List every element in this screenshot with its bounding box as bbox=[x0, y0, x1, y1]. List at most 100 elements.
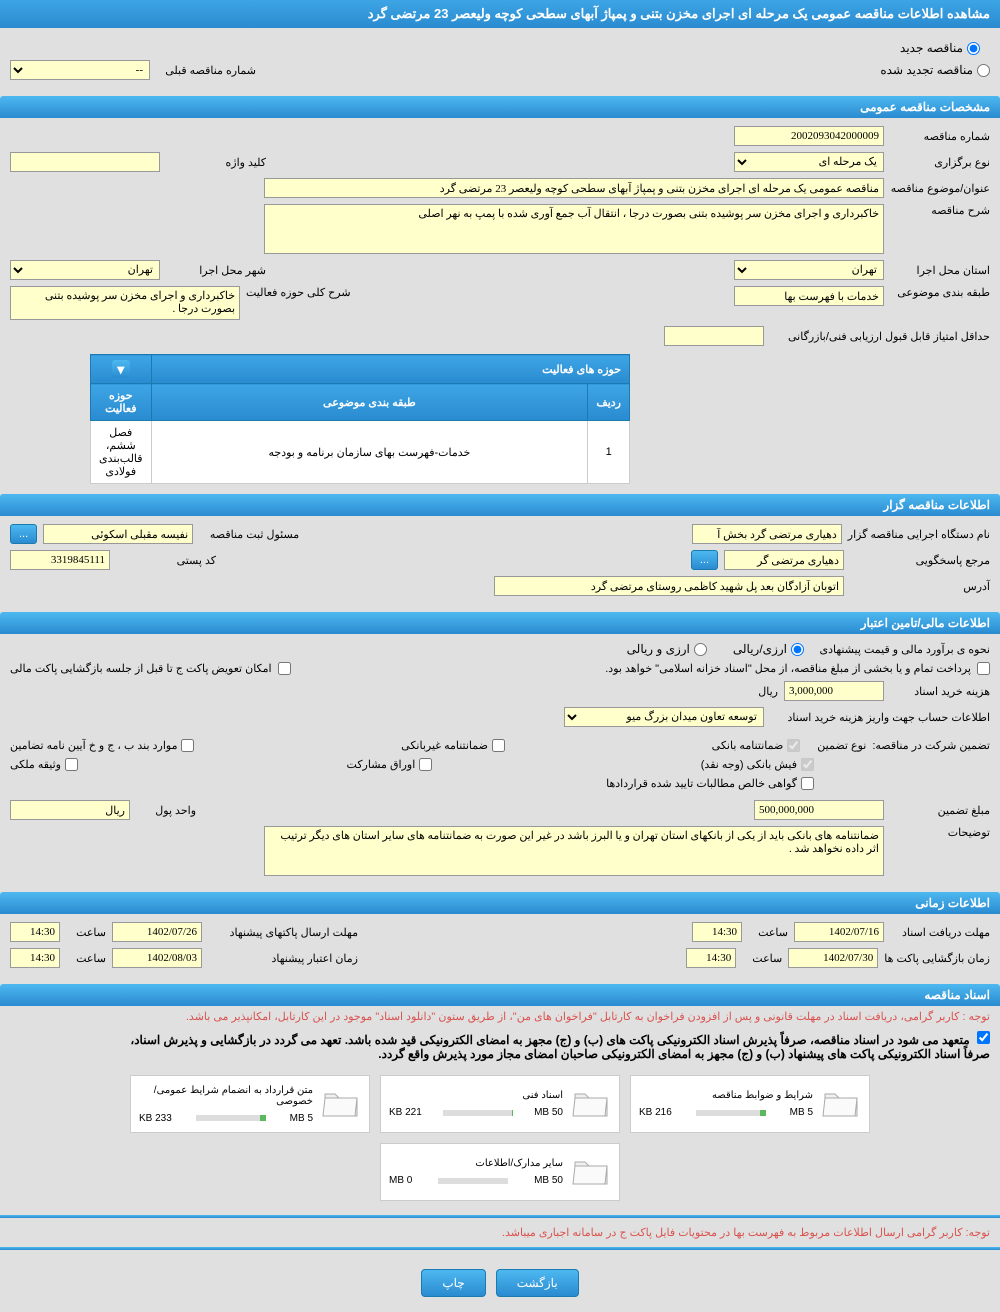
doc-cost-label: هزینه خرید اسناد bbox=[890, 685, 990, 698]
explanation-textarea[interactable] bbox=[264, 826, 884, 876]
doc-note-3: توجه: کاربر گرامی ارسال اطلاعات مربوط به… bbox=[10, 1226, 990, 1239]
folder-icon bbox=[821, 1084, 861, 1124]
opening-label: زمان بازگشایی پاکت ها bbox=[884, 952, 990, 965]
folder-icon bbox=[321, 1084, 361, 1124]
time-label-4: ساعت bbox=[66, 952, 106, 965]
doc-receipt-time[interactable] bbox=[692, 922, 742, 942]
doc-title: شرایط و ضوابط مناقصه bbox=[639, 1090, 813, 1101]
postal-input[interactable] bbox=[10, 550, 110, 570]
reg-resp-browse-button[interactable]: ... bbox=[10, 524, 37, 544]
doc-cost-input[interactable] bbox=[784, 681, 884, 701]
keyword-input[interactable] bbox=[10, 152, 160, 172]
col-activity: حوزه فعالیت bbox=[91, 384, 152, 421]
doc-box-2[interactable]: اسناد فنی 50 MB 221 KB bbox=[380, 1075, 620, 1133]
explanation-label: توضیحات bbox=[890, 826, 990, 839]
section-documents-header: اسناد مناقصه bbox=[0, 984, 1000, 1006]
postal-label: کد پستی bbox=[116, 554, 216, 567]
radio-currency[interactable] bbox=[694, 643, 707, 656]
category-input[interactable] bbox=[734, 286, 884, 306]
doc-note-2: متعهد می شود در اسناد مناقصه، صرفاً پذیر… bbox=[0, 1027, 1000, 1065]
province-label: استان محل اجرا bbox=[890, 264, 990, 277]
doc-box-4[interactable]: سایر مدارک/اطلاعات 50 MB 0 MB bbox=[380, 1143, 620, 1201]
section-timing-header: اطلاعات زمانی bbox=[0, 892, 1000, 914]
currency-input[interactable] bbox=[10, 800, 130, 820]
note2-line1: متعهد می شود در اسناد مناقصه، صرفاً پذیر… bbox=[130, 1033, 969, 1047]
divider bbox=[0, 1247, 1000, 1250]
address-input[interactable] bbox=[494, 576, 844, 596]
section-organizer-body: نام دستگاه اجرایی مناقصه گزار مسئول ثبت … bbox=[0, 516, 1000, 610]
holding-type-select[interactable]: یک مرحله ای bbox=[734, 152, 884, 172]
g7-checkbox[interactable] bbox=[801, 777, 814, 790]
city-select[interactable]: تهران bbox=[10, 260, 160, 280]
opening-time[interactable] bbox=[686, 948, 736, 968]
province-select[interactable]: تهران bbox=[734, 260, 884, 280]
activity-summary-textarea[interactable] bbox=[10, 286, 240, 320]
g6-checkbox[interactable] bbox=[65, 758, 78, 771]
row-num: 1 bbox=[588, 421, 630, 484]
min-score-input[interactable] bbox=[664, 326, 764, 346]
print-button[interactable]: چاپ bbox=[421, 1269, 485, 1297]
g2-checkbox[interactable] bbox=[492, 739, 505, 752]
proposal-time[interactable] bbox=[10, 922, 60, 942]
radio-new-tender[interactable] bbox=[967, 42, 980, 55]
guarantee-amount-input[interactable] bbox=[754, 800, 884, 820]
doc-limit: 5 MB bbox=[290, 1113, 313, 1124]
prev-number-label: شماره مناقصه قبلی bbox=[156, 64, 256, 77]
progress-bar bbox=[196, 1115, 266, 1121]
doc-box-1[interactable]: شرایط و ضوابط مناقصه 5 MB 216 KB bbox=[630, 1075, 870, 1133]
contact-input[interactable] bbox=[724, 550, 844, 570]
g3-label: موارد بند ب ، ج و خ آیین نامه تضامین bbox=[10, 739, 177, 752]
col-category: طبقه بندی موضوعی bbox=[151, 384, 588, 421]
proposal-date[interactable] bbox=[112, 922, 202, 942]
validity-date[interactable] bbox=[112, 948, 202, 968]
doc-receipt-label: مهلت دریافت اسناد bbox=[890, 926, 990, 939]
description-textarea[interactable] bbox=[264, 204, 884, 254]
subject-input[interactable] bbox=[264, 178, 884, 198]
col-row: ردیف bbox=[588, 384, 630, 421]
exec-input[interactable] bbox=[692, 524, 842, 544]
time-label-1: ساعت bbox=[748, 926, 788, 939]
replace-note: امکان تعویض پاکت ج تا قبل از جلسه بازگشا… bbox=[10, 662, 272, 675]
account-select[interactable]: توسعه تعاون میدان بزرگ میو bbox=[564, 707, 764, 727]
note2-line2: صرفاً اسناد الکترونیکی پاکت های پیشنهاد … bbox=[378, 1047, 990, 1061]
footer-buttons: بازگشت چاپ bbox=[0, 1254, 1000, 1312]
doc-box-3[interactable]: متن قرارداد به انضمام شرایط عمومی/خصوصی … bbox=[130, 1075, 370, 1133]
section-general-body: شماره مناقصه نوع برگزاری یک مرحله ای کلی… bbox=[0, 118, 1000, 492]
doc-receipt-date[interactable] bbox=[794, 922, 884, 942]
doc-title: سایر مدارک/اطلاعات bbox=[389, 1158, 563, 1169]
table-toggle-icon[interactable]: ▾ bbox=[112, 360, 130, 378]
g4-checkbox[interactable] bbox=[801, 758, 814, 771]
g5-checkbox[interactable] bbox=[419, 758, 432, 771]
prev-number-select[interactable]: -- bbox=[10, 60, 150, 80]
validity-time[interactable] bbox=[10, 948, 60, 968]
commitment-checkbox[interactable] bbox=[977, 1031, 990, 1044]
section-organizer-header: اطلاعات مناقصه گزار bbox=[0, 494, 1000, 516]
doc-note-1: توجه : کاربر گرامی، دریافت اسناد در مهلت… bbox=[10, 1010, 990, 1023]
opening-date[interactable] bbox=[788, 948, 878, 968]
g1-checkbox[interactable] bbox=[787, 739, 800, 752]
category-label: طبقه بندی موضوعی bbox=[890, 286, 990, 299]
doc-size: 221 KB bbox=[389, 1107, 422, 1118]
guarantee-type-label: نوع تضمین bbox=[806, 739, 866, 752]
radio-rial-label: ارزی/ریالی bbox=[733, 642, 787, 656]
doc-size: 233 KB bbox=[139, 1113, 172, 1124]
table-row: 1 خدمات-فهرست بهای سازمان برنامه و بودجه… bbox=[91, 421, 630, 484]
replace-checkbox[interactable] bbox=[278, 662, 291, 675]
reg-resp-input[interactable] bbox=[43, 524, 193, 544]
reg-resp-label: مسئول ثبت مناقصه bbox=[199, 528, 299, 541]
doc-limit: 5 MB bbox=[790, 1107, 813, 1118]
contact-browse-button[interactable]: ... bbox=[691, 550, 718, 570]
g3-checkbox[interactable] bbox=[181, 739, 194, 752]
g1-label: ضمانتنامه بانکی bbox=[712, 739, 784, 752]
exec-label: نام دستگاه اجرایی مناقصه گزار bbox=[848, 528, 990, 541]
holding-type-label: نوع برگزاری bbox=[890, 156, 990, 169]
radio-rial[interactable] bbox=[791, 643, 804, 656]
activity-table: حوزه های فعالیت ▾ ردیف طبقه بندی موضوعی … bbox=[90, 354, 630, 484]
radio-renewed-tender[interactable] bbox=[977, 64, 990, 77]
back-button[interactable]: بازگشت bbox=[496, 1269, 579, 1297]
doc-size: 0 MB bbox=[389, 1175, 412, 1186]
tender-number-input[interactable] bbox=[734, 126, 884, 146]
payment-checkbox[interactable] bbox=[977, 662, 990, 675]
min-score-label: حداقل امتیاز قابل قبول ارزیابی فنی/بازرگ… bbox=[770, 330, 990, 343]
contact-label: مرجع پاسخگویی bbox=[850, 554, 990, 567]
